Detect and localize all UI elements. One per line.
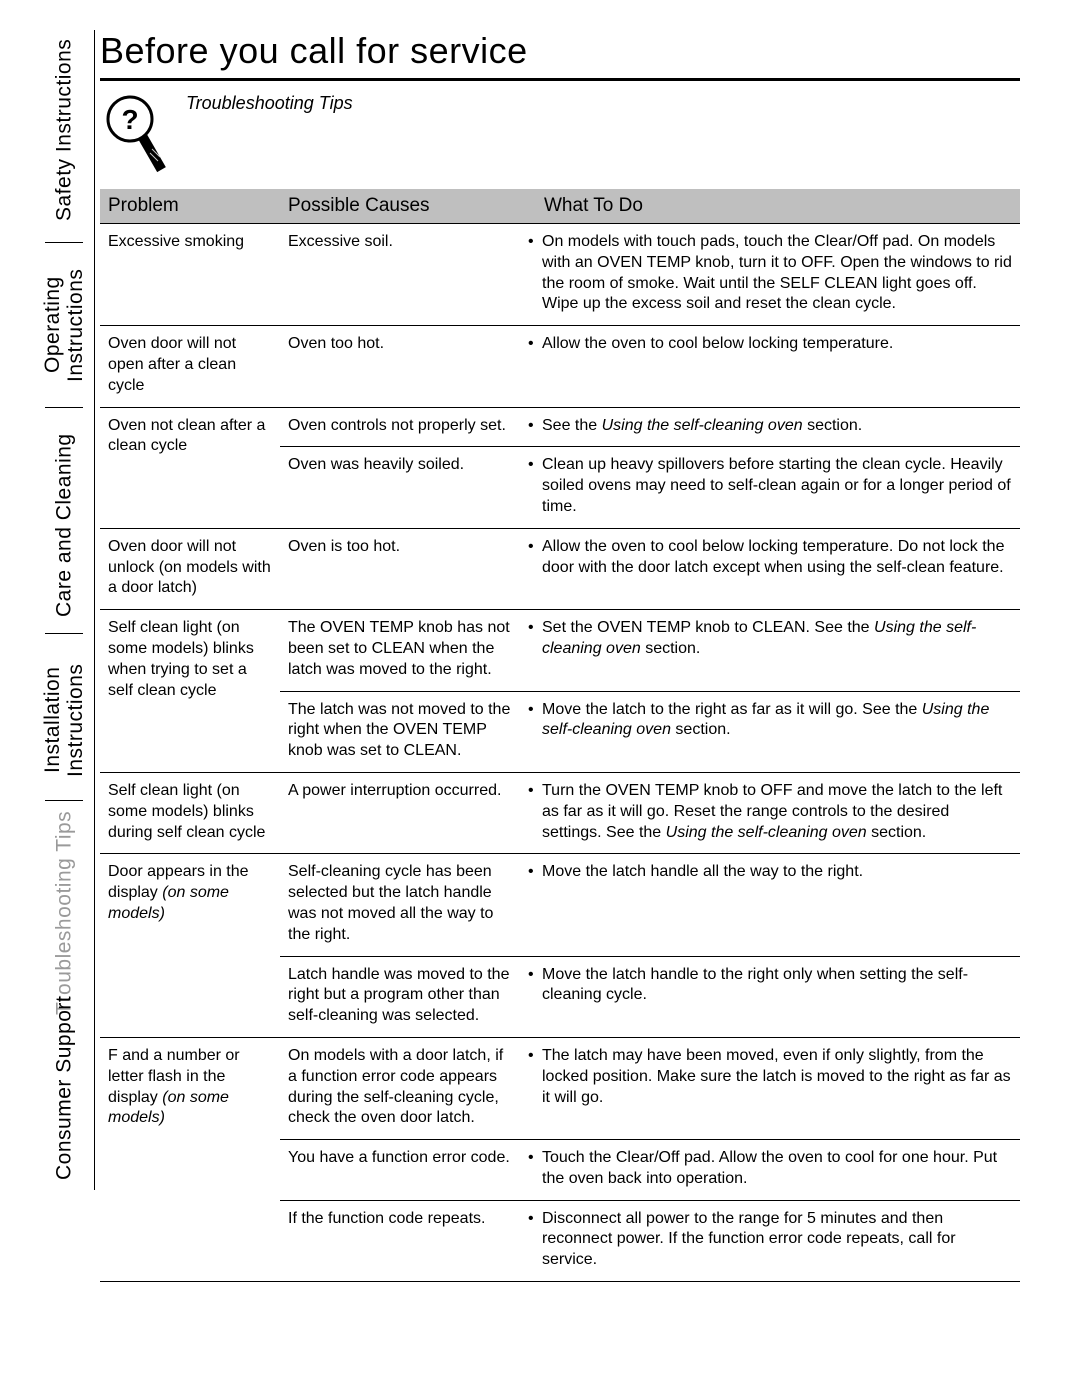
page-title: Before you call for service [100,30,1020,72]
cell-cause: If the function code repeats. [280,1200,520,1281]
side-tab[interactable]: Operating Instructions [35,255,93,395]
svg-text:?: ? [121,104,138,135]
tab-separator [45,407,83,408]
tab-separator [45,633,83,634]
cell-todo: •Move the latch handle all the way to th… [520,854,1020,956]
cell-cause: Self-cleaning cycle has been selected bu… [280,854,520,956]
table-header-row: Problem Possible Causes What To Do [100,189,1020,224]
cell-cause: On models with a door latch, if a functi… [280,1037,520,1139]
subtitle: Troubleshooting Tips [186,93,353,114]
cell-cause: The OVEN TEMP knob has not been set to C… [280,610,520,691]
table-row: Self clean light (on some models) blinks… [100,772,1020,853]
table-body: Excessive smokingExcessive soil.•On mode… [100,224,1020,1282]
cell-todo: •The latch may have been moved, even if … [520,1037,1020,1139]
cell-cause: Oven too hot. [280,326,520,407]
side-tab[interactable]: Consumer Support [35,985,93,1190]
cell-todo: •Allow the oven to cool below locking te… [520,528,1020,609]
cell-cause: Oven is too hot. [280,528,520,609]
cell-problem: Excessive smoking [100,224,280,326]
side-tab[interactable]: Installation Instructions [35,645,93,795]
table-row: Excessive smokingExcessive soil.•On mode… [100,224,1020,326]
cell-problem: Oven door will not open after a clean cy… [100,326,280,407]
cell-problem: Oven door will not unlock (on models wit… [100,528,280,609]
title-rule [100,78,1020,81]
table-row: Self clean light (on some models) blinks… [100,610,1020,691]
question-magnifier-icon: ? [100,91,170,181]
table-row: Door appears in the display (on some mod… [100,854,1020,956]
th-cause: Possible Causes [280,189,520,224]
th-todo: What To Do [520,189,1020,224]
side-tab[interactable]: Care and Cleaning [35,420,93,630]
table-row: F and a number or letter flash in the di… [100,1037,1020,1139]
cell-todo: •Turn the OVEN TEMP knob to OFF and move… [520,772,1020,853]
cell-todo: •On models with touch pads, touch the Cl… [520,224,1020,326]
cell-todo: •Move the latch to the right as far as i… [520,691,1020,772]
side-tab[interactable]: Safety Instructions [35,30,93,230]
cell-todo: •Clean up heavy spillovers before starti… [520,447,1020,528]
tab-separator [45,800,83,801]
cell-todo: •Set the OVEN TEMP knob to CLEAN. See th… [520,610,1020,691]
cell-problem: Self clean light (on some models) blinks… [100,610,280,773]
cell-cause: A power interruption occurred. [280,772,520,853]
cell-todo: •Touch the Clear/Off pad. Allow the oven… [520,1140,1020,1201]
cell-problem: Oven not clean after a clean cycle [100,407,280,528]
table-row: Oven door will not open after a clean cy… [100,326,1020,407]
th-problem: Problem [100,189,280,224]
table-row: Oven door will not unlock (on models wit… [100,528,1020,609]
cell-todo: •See the Using the self-cleaning oven se… [520,407,1020,447]
cell-problem: Door appears in the display (on some mod… [100,854,280,1038]
cell-cause: Oven controls not properly set. [280,407,520,447]
cell-cause: Oven was heavily soiled. [280,447,520,528]
subhead-row: ? Troubleshooting Tips [100,91,1020,181]
cell-cause: You have a function error code. [280,1140,520,1201]
tab-separator [45,242,83,243]
cell-cause: Latch handle was moved to the right but … [280,956,520,1037]
cell-cause: Excessive soil. [280,224,520,326]
cell-todo: •Allow the oven to cool below locking te… [520,326,1020,407]
cell-todo: •Move the latch handle to the right only… [520,956,1020,1037]
table-row: Oven not clean after a clean cycleOven c… [100,407,1020,447]
cell-problem: F and a number or letter flash in the di… [100,1037,280,1281]
cell-problem: Self clean light (on some models) blinks… [100,772,280,853]
cell-cause: The latch was not moved to the right whe… [280,691,520,772]
side-tabs: Safety Instructions Operating Instruction… [35,30,95,1190]
troubleshooting-table: Problem Possible Causes What To Do Exces… [100,189,1020,1282]
main-content: Before you call for service ? Troublesho… [100,30,1020,1282]
cell-todo: •Disconnect all power to the range for 5… [520,1200,1020,1281]
